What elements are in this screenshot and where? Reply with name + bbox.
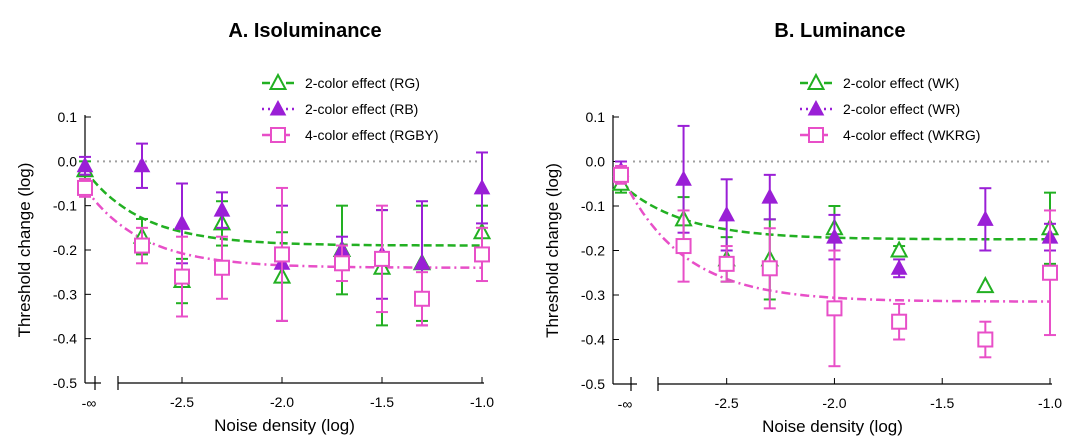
data-point (761, 188, 779, 204)
y-tick-label: -0.2 (581, 243, 605, 259)
data-point (675, 170, 692, 186)
data-point (473, 178, 491, 195)
data-point (890, 259, 908, 275)
data-point (977, 331, 994, 348)
legend-label: 4-color effect (WKRG) (843, 127, 980, 143)
data-point (761, 260, 778, 277)
x-tick-label: -2.5 (170, 394, 194, 410)
legend-label: 2-color effect (RB) (305, 101, 418, 117)
data-point (213, 201, 231, 217)
y-tick-label: -0.5 (581, 376, 605, 392)
data-point (889, 240, 909, 258)
legend-label: 2-color effect (WR) (843, 101, 960, 117)
data-point (133, 156, 151, 173)
y-tick-label: -0.4 (53, 331, 77, 347)
data-point (474, 246, 490, 263)
data-point (334, 255, 350, 272)
data-point (374, 250, 390, 267)
chart-title: B. Luminance (774, 20, 905, 42)
y-axis-label: Threshold change (log) (543, 163, 562, 338)
legend-marker (807, 99, 825, 116)
data-point (173, 214, 191, 230)
legend-label: 4-color effect (RGBY) (305, 127, 439, 143)
y-tick-label: -0.1 (581, 198, 605, 214)
data-point (613, 166, 629, 183)
x-tick-label: -2.0 (270, 394, 294, 410)
data-point (414, 290, 430, 307)
x-axis-label: Noise density (log) (762, 417, 903, 436)
y-axis-label: Threshold change (log) (15, 163, 34, 338)
chart-title: A. Isoluminance (228, 20, 381, 42)
legend-label: 2-color effect (RG) (305, 75, 420, 91)
y-tick-label: -0.4 (581, 332, 605, 348)
data-point (214, 259, 230, 276)
legend-marker (808, 127, 824, 143)
fit-curve (84, 169, 482, 247)
data-point (826, 300, 843, 317)
data-point (976, 210, 994, 226)
data-point (274, 246, 290, 263)
data-point (76, 156, 94, 173)
data-point (675, 238, 692, 255)
legend-marker (806, 72, 826, 90)
legend-marker (270, 127, 286, 143)
x-axis-label: Noise density (log) (214, 416, 355, 435)
y-tick-label: 0.1 (58, 109, 78, 125)
legend-marker (268, 72, 288, 90)
legend-label: 2-color effect (WK) (843, 75, 959, 91)
x-tick-label: -1.5 (370, 394, 394, 410)
x-tick-label: -2.0 (822, 395, 846, 411)
x-tick-label: -1.5 (930, 395, 954, 411)
y-tick-label: -0.3 (53, 286, 77, 302)
fit-curve (619, 174, 1051, 303)
x-tick-label: -2.5 (715, 395, 739, 411)
y-tick-label: -0.3 (581, 287, 605, 303)
data-point (891, 313, 908, 330)
data-point (718, 205, 736, 222)
data-point (976, 275, 995, 294)
data-point (134, 237, 150, 254)
legend-marker (269, 99, 287, 116)
data-point (826, 228, 843, 244)
y-tick-label: -0.1 (53, 198, 77, 214)
data-point (718, 255, 735, 272)
y-tick-label: -0.5 (53, 375, 77, 391)
data-point (174, 268, 190, 285)
y-tick-label: 0.0 (586, 154, 606, 170)
y-tick-label: 0.1 (586, 109, 606, 125)
data-point (413, 254, 431, 270)
data-point (1042, 264, 1058, 281)
x-tick-label: -1.0 (1038, 395, 1062, 411)
y-tick-label: -0.2 (53, 242, 77, 258)
x-tick-label-neg-infinity: -∞ (618, 396, 633, 412)
x-tick-label-neg-infinity: -∞ (82, 395, 97, 411)
y-tick-label: 0.0 (58, 153, 78, 169)
data-point (77, 179, 93, 196)
x-tick-label: -1.0 (470, 394, 494, 410)
